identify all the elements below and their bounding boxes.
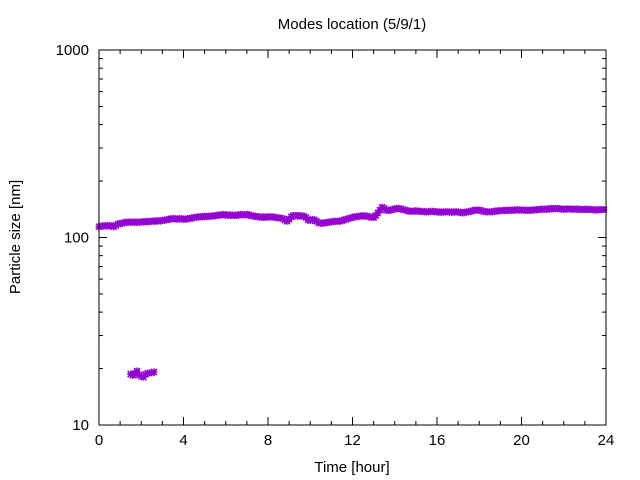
- x-tick-label: 24: [598, 432, 615, 449]
- data-point: [144, 369, 152, 377]
- data-point: [148, 369, 156, 377]
- x-tick-label: 4: [179, 432, 187, 449]
- data-point: [133, 367, 141, 375]
- y-tick-label: 1000: [56, 42, 89, 59]
- x-tick-label: 0: [95, 432, 103, 449]
- plot-frame: [98, 49, 607, 426]
- chart-title: Modes location (5/9/1): [278, 16, 426, 33]
- x-tick-label: 12: [344, 432, 361, 449]
- data-point: [150, 368, 158, 376]
- y-axis-label: Particle size [nm]: [7, 180, 24, 294]
- x-tick-label: 8: [264, 432, 272, 449]
- x-axis-label: Time [hour]: [314, 459, 389, 476]
- data-point: [137, 372, 145, 380]
- axis-ticks: [98, 49, 607, 426]
- y-tick-label: 10: [72, 417, 89, 434]
- axis-tick-labels: 0 4 8 12 16 20 24 10 100 1000: [56, 42, 615, 449]
- x-tick-label: 16: [429, 432, 446, 449]
- x-tick-label: 20: [513, 432, 530, 449]
- data-point: [600, 205, 608, 214]
- y-tick-label: 100: [64, 230, 89, 247]
- data-points: [95, 203, 608, 381]
